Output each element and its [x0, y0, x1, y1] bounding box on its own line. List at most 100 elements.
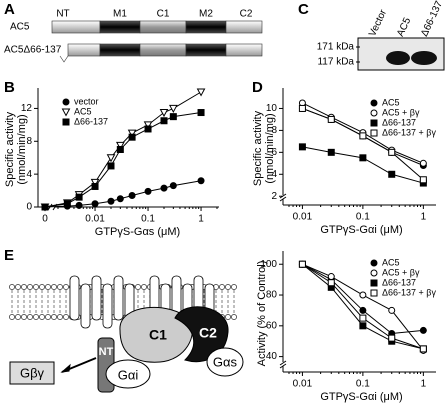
- legend-label: AC5: [382, 97, 400, 107]
- data-point: [197, 109, 205, 117]
- data-point: [168, 104, 178, 113]
- panel-label: C: [298, 1, 309, 18]
- data-point: [419, 326, 427, 334]
- lipid: [45, 284, 51, 290]
- x-axis-label: GTPγS-Gαi (μM): [320, 224, 402, 236]
- lipid: [27, 314, 33, 320]
- lipid: [15, 314, 21, 320]
- lipid: [225, 314, 231, 320]
- data-point: [90, 178, 100, 187]
- data-point: [41, 203, 49, 211]
- y-tick-label: 8: [26, 136, 32, 147]
- lipid: [63, 284, 69, 290]
- data-point: [197, 177, 205, 185]
- legend-label: AC5: [74, 106, 92, 116]
- data-point: [91, 182, 99, 190]
- panel-label: B: [4, 79, 15, 96]
- data-point: [327, 279, 335, 287]
- lane-label: Vector: [367, 7, 389, 38]
- y-tick-label: 4: [26, 169, 32, 180]
- helix: [102, 283, 113, 329]
- x-tick-label: 0.01: [293, 379, 313, 390]
- x-tick-label: 0.1: [141, 214, 155, 225]
- legend-marker: [62, 118, 70, 126]
- data-point: [144, 125, 152, 133]
- data-point: [116, 195, 124, 203]
- protein-label: C1: [149, 327, 167, 343]
- data-point: [160, 184, 168, 192]
- y-tick-label: 2: [271, 191, 277, 202]
- data-point: [115, 141, 125, 150]
- data-point: [388, 306, 396, 314]
- lipid: [39, 284, 45, 290]
- legend-label: AC5 + βγ: [382, 107, 420, 117]
- y-tick-label: 6: [271, 147, 277, 158]
- data-point: [359, 322, 367, 330]
- y-axis-label: (nmol/min/mg): [264, 113, 276, 183]
- data-point: [359, 314, 367, 322]
- data-point: [128, 133, 136, 141]
- domain-label: C2: [240, 9, 253, 20]
- protein-label: Gαs: [213, 354, 238, 369]
- lipid: [39, 314, 45, 320]
- lipid: [33, 314, 39, 320]
- axis-break: [279, 360, 287, 366]
- data-point: [116, 146, 124, 153]
- x-tick-label: 1: [421, 379, 427, 390]
- helix: [80, 283, 91, 329]
- protein-label: Gαi: [118, 367, 139, 382]
- lipid: [225, 284, 231, 290]
- construct-label: AC5Δ66-137: [4, 45, 62, 56]
- data-point: [169, 113, 177, 121]
- legend-marker: [370, 259, 378, 267]
- y-tick-label: 100: [260, 259, 277, 270]
- lipid: [21, 284, 27, 290]
- data-point: [388, 148, 396, 156]
- panel-label: D: [252, 79, 263, 96]
- data-point: [388, 334, 396, 342]
- legend-label: Δ66-137 + βγ: [382, 127, 436, 137]
- data-point: [169, 182, 177, 190]
- data-point: [107, 162, 115, 170]
- helix: [91, 275, 102, 321]
- axis-break: [280, 362, 286, 366]
- legend-label: Δ66-137 + βγ: [382, 287, 436, 297]
- protein-label: NT: [99, 346, 114, 358]
- lipid: [63, 314, 69, 320]
- lipid: [27, 284, 33, 290]
- domain-bar: [51, 20, 263, 63]
- construct-label: AC5: [10, 22, 30, 33]
- legend-label: Δ66-137: [382, 117, 416, 127]
- data-point: [388, 170, 396, 178]
- data-point: [359, 132, 367, 140]
- y-tick-label: 0: [26, 202, 32, 213]
- blot: [356, 37, 445, 71]
- y-tick-label: 4: [271, 169, 277, 180]
- data-point: [75, 201, 83, 209]
- y-axis-label: Specific activity: [4, 111, 16, 187]
- data-point: [359, 306, 367, 314]
- lipid: [9, 314, 15, 320]
- legend-marker: [370, 109, 378, 117]
- axis-break: [280, 195, 286, 199]
- legend-label: vector: [74, 96, 99, 106]
- legend-marker: [370, 129, 378, 137]
- data-point: [419, 159, 427, 167]
- y-axis-label: Activity (% of Control): [256, 261, 268, 367]
- helix: [69, 275, 80, 321]
- domain-label: M2: [199, 9, 213, 20]
- lipid: [219, 284, 225, 290]
- y-tick-label: 10: [266, 103, 278, 114]
- legend-marker: [370, 99, 378, 107]
- data-point: [419, 345, 427, 353]
- lipid: [231, 314, 237, 320]
- y-tick-label: 80: [266, 290, 278, 301]
- legend-label: AC5: [382, 257, 400, 267]
- data-point: [327, 115, 335, 123]
- legend-label: Δ66-137: [382, 277, 416, 287]
- lipid: [45, 314, 51, 320]
- data-point: [196, 88, 206, 97]
- x-tick-label: 1: [198, 214, 204, 225]
- legend-marker: [370, 269, 378, 277]
- legend-marker: [370, 119, 378, 127]
